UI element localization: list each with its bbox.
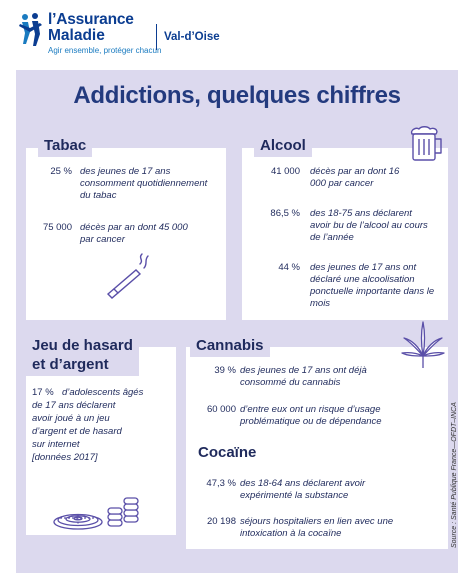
alcool-stat-1-text: décès par an dont 16 000 par cancer [310, 166, 400, 189]
jeu-stat-value: 17 % [32, 387, 54, 398]
brand-name-line2: Maladie [48, 27, 105, 44]
jeu-stat-text-line2: de 17 ans déclarent [32, 400, 116, 411]
source-note: Source : Santé Publique France—OFDT–INCA [451, 402, 458, 548]
cannabis-stat-2-text: d’entre eux ont un risque d’usage problé… [240, 404, 382, 427]
alcool-stat-2-text: des 18-75 ans déclarent avoir bu de l’al… [310, 208, 428, 243]
alcool-stat-2-value: 86,5 % [270, 208, 300, 219]
header: l’Assurance Maladie Agir ensemble, proté… [0, 0, 474, 72]
cocaine-heading: Cocaïne [192, 443, 263, 464]
jeu-card [26, 347, 176, 535]
assurance-maladie-logo-icon [19, 13, 42, 46]
alcool-stat-3-value: 44 % [278, 262, 300, 273]
jeu-stat-text-line4: d’argent et de hasard [32, 426, 122, 437]
jeu-stat-text-line6: [données 2017] [32, 452, 98, 463]
cannabis-stat-2-value: 60 000 [206, 404, 236, 415]
alcool-card [242, 148, 448, 320]
brand-name: l’Assurance [48, 11, 134, 28]
cannabis-stat-1-text: des jeunes de 17 ans ont déjà consommé d… [240, 365, 367, 388]
cannabis-stat-1-value: 39 % [214, 365, 236, 376]
cigarette-icon [106, 253, 149, 299]
tabac-stat-2-text: décès par an dont 45 000 par cancer [80, 222, 188, 245]
cocaine-stat-1-text: des 18-64 ans déclarent avoir expériment… [240, 478, 366, 501]
cocaine-stat-1-value: 47,3 % [206, 478, 236, 489]
cocaine-stat-2-text: séjours hospitaliers en lien avec une in… [240, 516, 394, 539]
jeu-heading: Jeu de hasard et d’argent [26, 336, 139, 376]
jeu-stat-text-line1: d’adolescents âgés [62, 387, 144, 398]
brand-tagline: Agir ensemble, protéger chacun [48, 46, 162, 55]
tabac-stat-1-text: des jeunes de 17 ans consomment quotidie… [80, 166, 208, 201]
tabac-heading: Tabac [38, 136, 93, 157]
cannabis-heading: Cannabis [190, 336, 270, 357]
jeu-stat-text-line3: avoir joué à un jeu [32, 413, 110, 424]
beer-mug-icon [410, 126, 442, 161]
alcool-heading: Alcool [254, 136, 312, 157]
header-separator [156, 24, 157, 50]
alcool-stat-3-text: des jeunes de 17 ans ont déclaré une alc… [310, 262, 435, 309]
tabac-stat-1-value: 25 % [50, 166, 72, 177]
cannabis-leaf-icon [401, 321, 445, 368]
jeu-heading-line1: Jeu de hasard [32, 337, 133, 354]
cocaine-stat-2-value: 20 198 [206, 516, 236, 527]
alcool-stat-1-value: 41 000 [270, 166, 300, 177]
region-label: Val-d’Oise [164, 31, 220, 43]
tabac-card [26, 148, 226, 320]
page-title: Addictions, quelques chiffres [73, 82, 401, 109]
jeu-heading-line2: et d’argent [32, 356, 109, 373]
roulette-chips-icon [53, 497, 139, 530]
tabac-stat-2-value: 75 000 [42, 222, 72, 233]
jeu-stat-text-line5: sur internet [32, 439, 80, 450]
